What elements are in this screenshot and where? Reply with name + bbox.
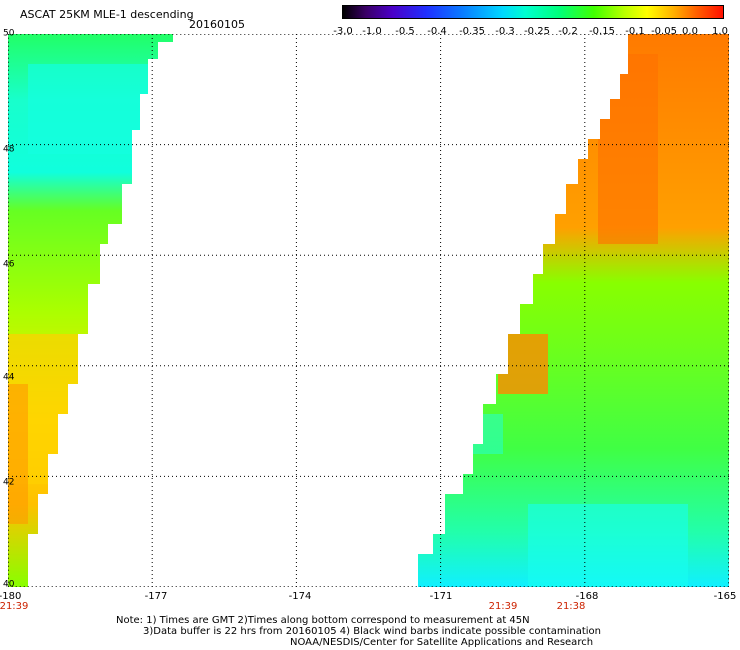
lon-label: -180	[0, 591, 22, 602]
colorbar-tick: -0.3	[495, 26, 515, 37]
colorbar-tick: -3.0	[333, 26, 353, 37]
lat-label: 50	[3, 28, 15, 39]
lon-label: -171	[429, 591, 453, 602]
colorbar	[342, 5, 724, 19]
map-plot	[8, 34, 729, 587]
colorbar-tick: -0.25	[524, 26, 550, 37]
time-label: 21:39	[488, 601, 518, 612]
lat-label: 48	[3, 144, 15, 155]
note-line: NOAA/NESDIS/Center for Satellite Applica…	[290, 637, 594, 648]
colorbar-tick: 0.0	[682, 26, 698, 37]
lat-lon-grid	[8, 34, 729, 587]
lat-label: 40	[3, 579, 15, 590]
colorbar-tick: -0.05	[651, 26, 677, 37]
time-label: 21:39	[0, 601, 29, 612]
lon-label: -168	[575, 591, 599, 602]
footnotes: Note: 1) Times are GMT 2)Times along bot…	[100, 615, 601, 648]
plot-border	[8, 34, 729, 587]
swath-right	[418, 34, 729, 587]
lon-label: -165	[713, 591, 737, 602]
lon-label: -174	[288, 591, 312, 602]
colorbar-tick: -0.15	[589, 26, 615, 37]
map-title: ASCAT 25KM MLE-1 descending	[20, 8, 194, 21]
colorbar-tick: -0.5	[395, 26, 415, 37]
lon-label: -177	[144, 591, 168, 602]
colorbar-tick: -0.2	[558, 26, 578, 37]
colorbar-tick: -0.35	[459, 26, 485, 37]
map-date: 20160105	[189, 18, 245, 31]
lat-label: 44	[3, 372, 15, 383]
swath-left	[8, 34, 173, 587]
colorbar-tick: 1.0	[712, 26, 728, 37]
lat-label: 46	[3, 259, 15, 270]
colorbar-tick: -1.0	[362, 26, 382, 37]
colorbar-tick: -0.1	[625, 26, 645, 37]
time-label: 21:38	[556, 601, 586, 612]
note-line: Note: 1) Times are GMT 2)Times along bot…	[116, 615, 530, 626]
note-line: 3)Data buffer is 22 hrs from 20160105 4)…	[143, 626, 601, 637]
lat-label: 42	[3, 477, 15, 488]
colorbar-tick: -0.4	[427, 26, 447, 37]
